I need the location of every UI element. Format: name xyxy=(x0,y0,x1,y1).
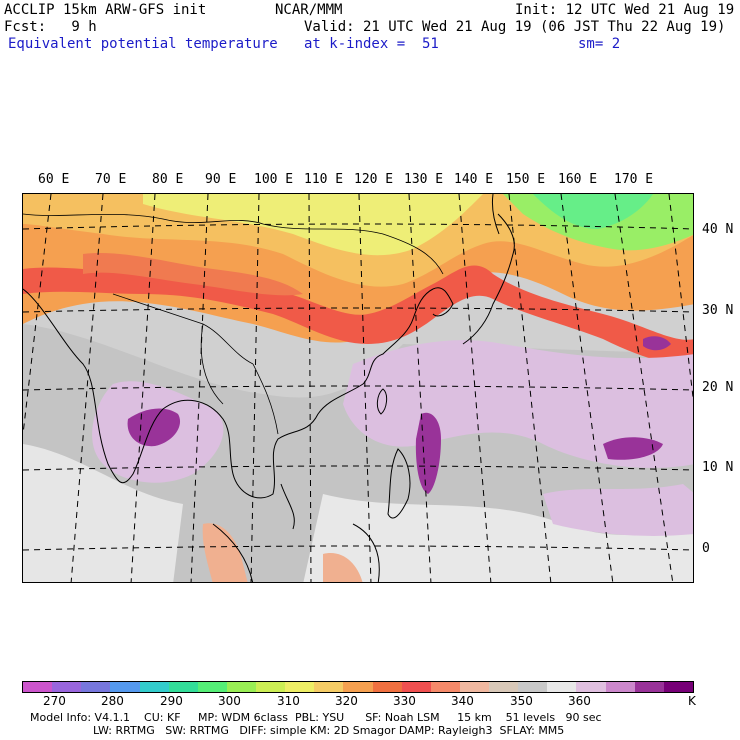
colorbar-tick-label: 350 xyxy=(510,694,533,708)
lon-label: 140 E xyxy=(454,172,494,187)
lon-label: 120 E xyxy=(354,172,394,187)
center-name: NCAR/MMM xyxy=(275,2,343,18)
light-grey-field xyxy=(23,444,183,582)
purple-maximum xyxy=(643,336,671,351)
borneo-coast xyxy=(352,523,380,582)
korea-coast xyxy=(432,287,454,317)
colorbar-tick-label: 310 xyxy=(277,694,300,708)
colorbar-tick-label: 280 xyxy=(101,694,124,708)
colorbar-swatch xyxy=(256,682,286,692)
lat-label: 0 xyxy=(702,541,710,556)
colorbar-tick-label: 300 xyxy=(218,694,241,708)
model-info: Model Info: V4.1.1 CU: KF MP: WDM 6class… xyxy=(30,711,602,724)
green-core xyxy=(533,194,653,229)
physics-info: LW: RRTMG SW: RRTMG DIFF: simple KM: 2D … xyxy=(30,724,565,737)
lon-label: 60 E xyxy=(38,172,70,187)
red-orange-patch xyxy=(83,252,303,296)
philippines-coast xyxy=(387,448,411,519)
lon-label: 150 E xyxy=(506,172,546,187)
colorbar-swatch xyxy=(605,682,635,692)
colorbar-tick-label: 360 xyxy=(568,694,591,708)
border-india xyxy=(200,323,224,405)
colorbar-swatch xyxy=(372,682,402,692)
colorbar-swatch xyxy=(285,682,315,692)
lon-label: 170 E xyxy=(614,172,654,187)
taiwan-coast xyxy=(376,388,388,415)
colorbar-swatch xyxy=(23,682,53,692)
indochina-coast xyxy=(280,483,295,530)
colorbar-swatch xyxy=(401,682,431,692)
purple-maximum xyxy=(415,412,441,494)
border-north xyxy=(23,213,444,275)
lon-label: 70 E xyxy=(95,172,127,187)
colorbar-swatch xyxy=(168,682,198,692)
map-panel xyxy=(22,193,694,583)
mainland-coast xyxy=(23,288,434,499)
colorbar-tick-label: 290 xyxy=(160,694,183,708)
theta-e-field xyxy=(23,194,693,582)
colorbar-swatch xyxy=(52,682,82,692)
salmon-patch xyxy=(202,523,248,582)
colorbar-swatch xyxy=(81,682,111,692)
colorbar-tick-label: 340 xyxy=(451,694,474,708)
border-se-asia xyxy=(252,363,279,435)
lat-label: 20 N xyxy=(702,380,734,395)
lon-label: 130 E xyxy=(404,172,444,187)
lon-label: 80 E xyxy=(152,172,184,187)
border-himalaya xyxy=(112,293,254,365)
lon-label: 160 E xyxy=(558,172,598,187)
colorbar xyxy=(22,681,694,693)
colorbar-tick-label: 330 xyxy=(393,694,416,708)
colorbar-swatch xyxy=(139,682,169,692)
colorbar-swatch xyxy=(197,682,227,692)
colorbar-swatch xyxy=(343,682,373,692)
yellow-band xyxy=(143,194,483,256)
japan-coast xyxy=(462,213,515,345)
field-name: Equivalent potential temperature xyxy=(8,36,278,52)
malaya-coast xyxy=(212,523,254,582)
purple-maximum xyxy=(603,437,663,460)
lat-label: 30 N xyxy=(702,303,734,318)
init-time: Init: 12 UTC Wed 21 Aug 19 xyxy=(515,2,735,18)
model-title: ACCLIP 15km ARW-GFS init xyxy=(4,2,207,18)
colorbar-swatch xyxy=(489,682,519,692)
colorbar-swatch xyxy=(459,682,489,692)
lat-label: 40 N xyxy=(702,222,734,237)
lon-label: 110 E xyxy=(304,172,344,187)
colorbar-swatch xyxy=(634,682,664,692)
red-band xyxy=(23,265,693,369)
lat-label: 10 N xyxy=(702,460,734,475)
coastlines xyxy=(23,194,515,582)
lavender-field xyxy=(543,484,693,536)
light-grey-field xyxy=(303,494,693,582)
colorbar-swatch xyxy=(226,682,256,692)
lon-label: 100 E xyxy=(254,172,294,187)
smoothing: sm= 2 xyxy=(578,36,621,52)
colorbar-swatch xyxy=(547,682,577,692)
valid-time: Valid: 21 UTC Wed 21 Aug 19 (06 JST Thu … xyxy=(304,19,726,35)
salmon-patch xyxy=(323,553,363,582)
purple-maximum xyxy=(127,408,181,447)
forecast-hour: Fcst: 9 h xyxy=(4,19,97,35)
longitude-gridlines xyxy=(23,194,693,582)
colorbar-tick-label: 270 xyxy=(43,694,66,708)
colorbar-swatch xyxy=(518,682,548,692)
colorbar-swatch xyxy=(663,682,693,692)
colorbar-swatch xyxy=(314,682,344,692)
colorbar-swatch xyxy=(430,682,460,692)
colorbar-swatch xyxy=(576,682,606,692)
colorbar-unit: K xyxy=(688,694,696,708)
country-borders xyxy=(23,213,444,435)
colorbar-swatch xyxy=(110,682,140,692)
colorbar-tick-label: 320 xyxy=(335,694,358,708)
lon-label: 90 E xyxy=(205,172,237,187)
level-index: at k-index = 51 xyxy=(304,36,439,52)
sakhalin-coast xyxy=(492,194,500,235)
